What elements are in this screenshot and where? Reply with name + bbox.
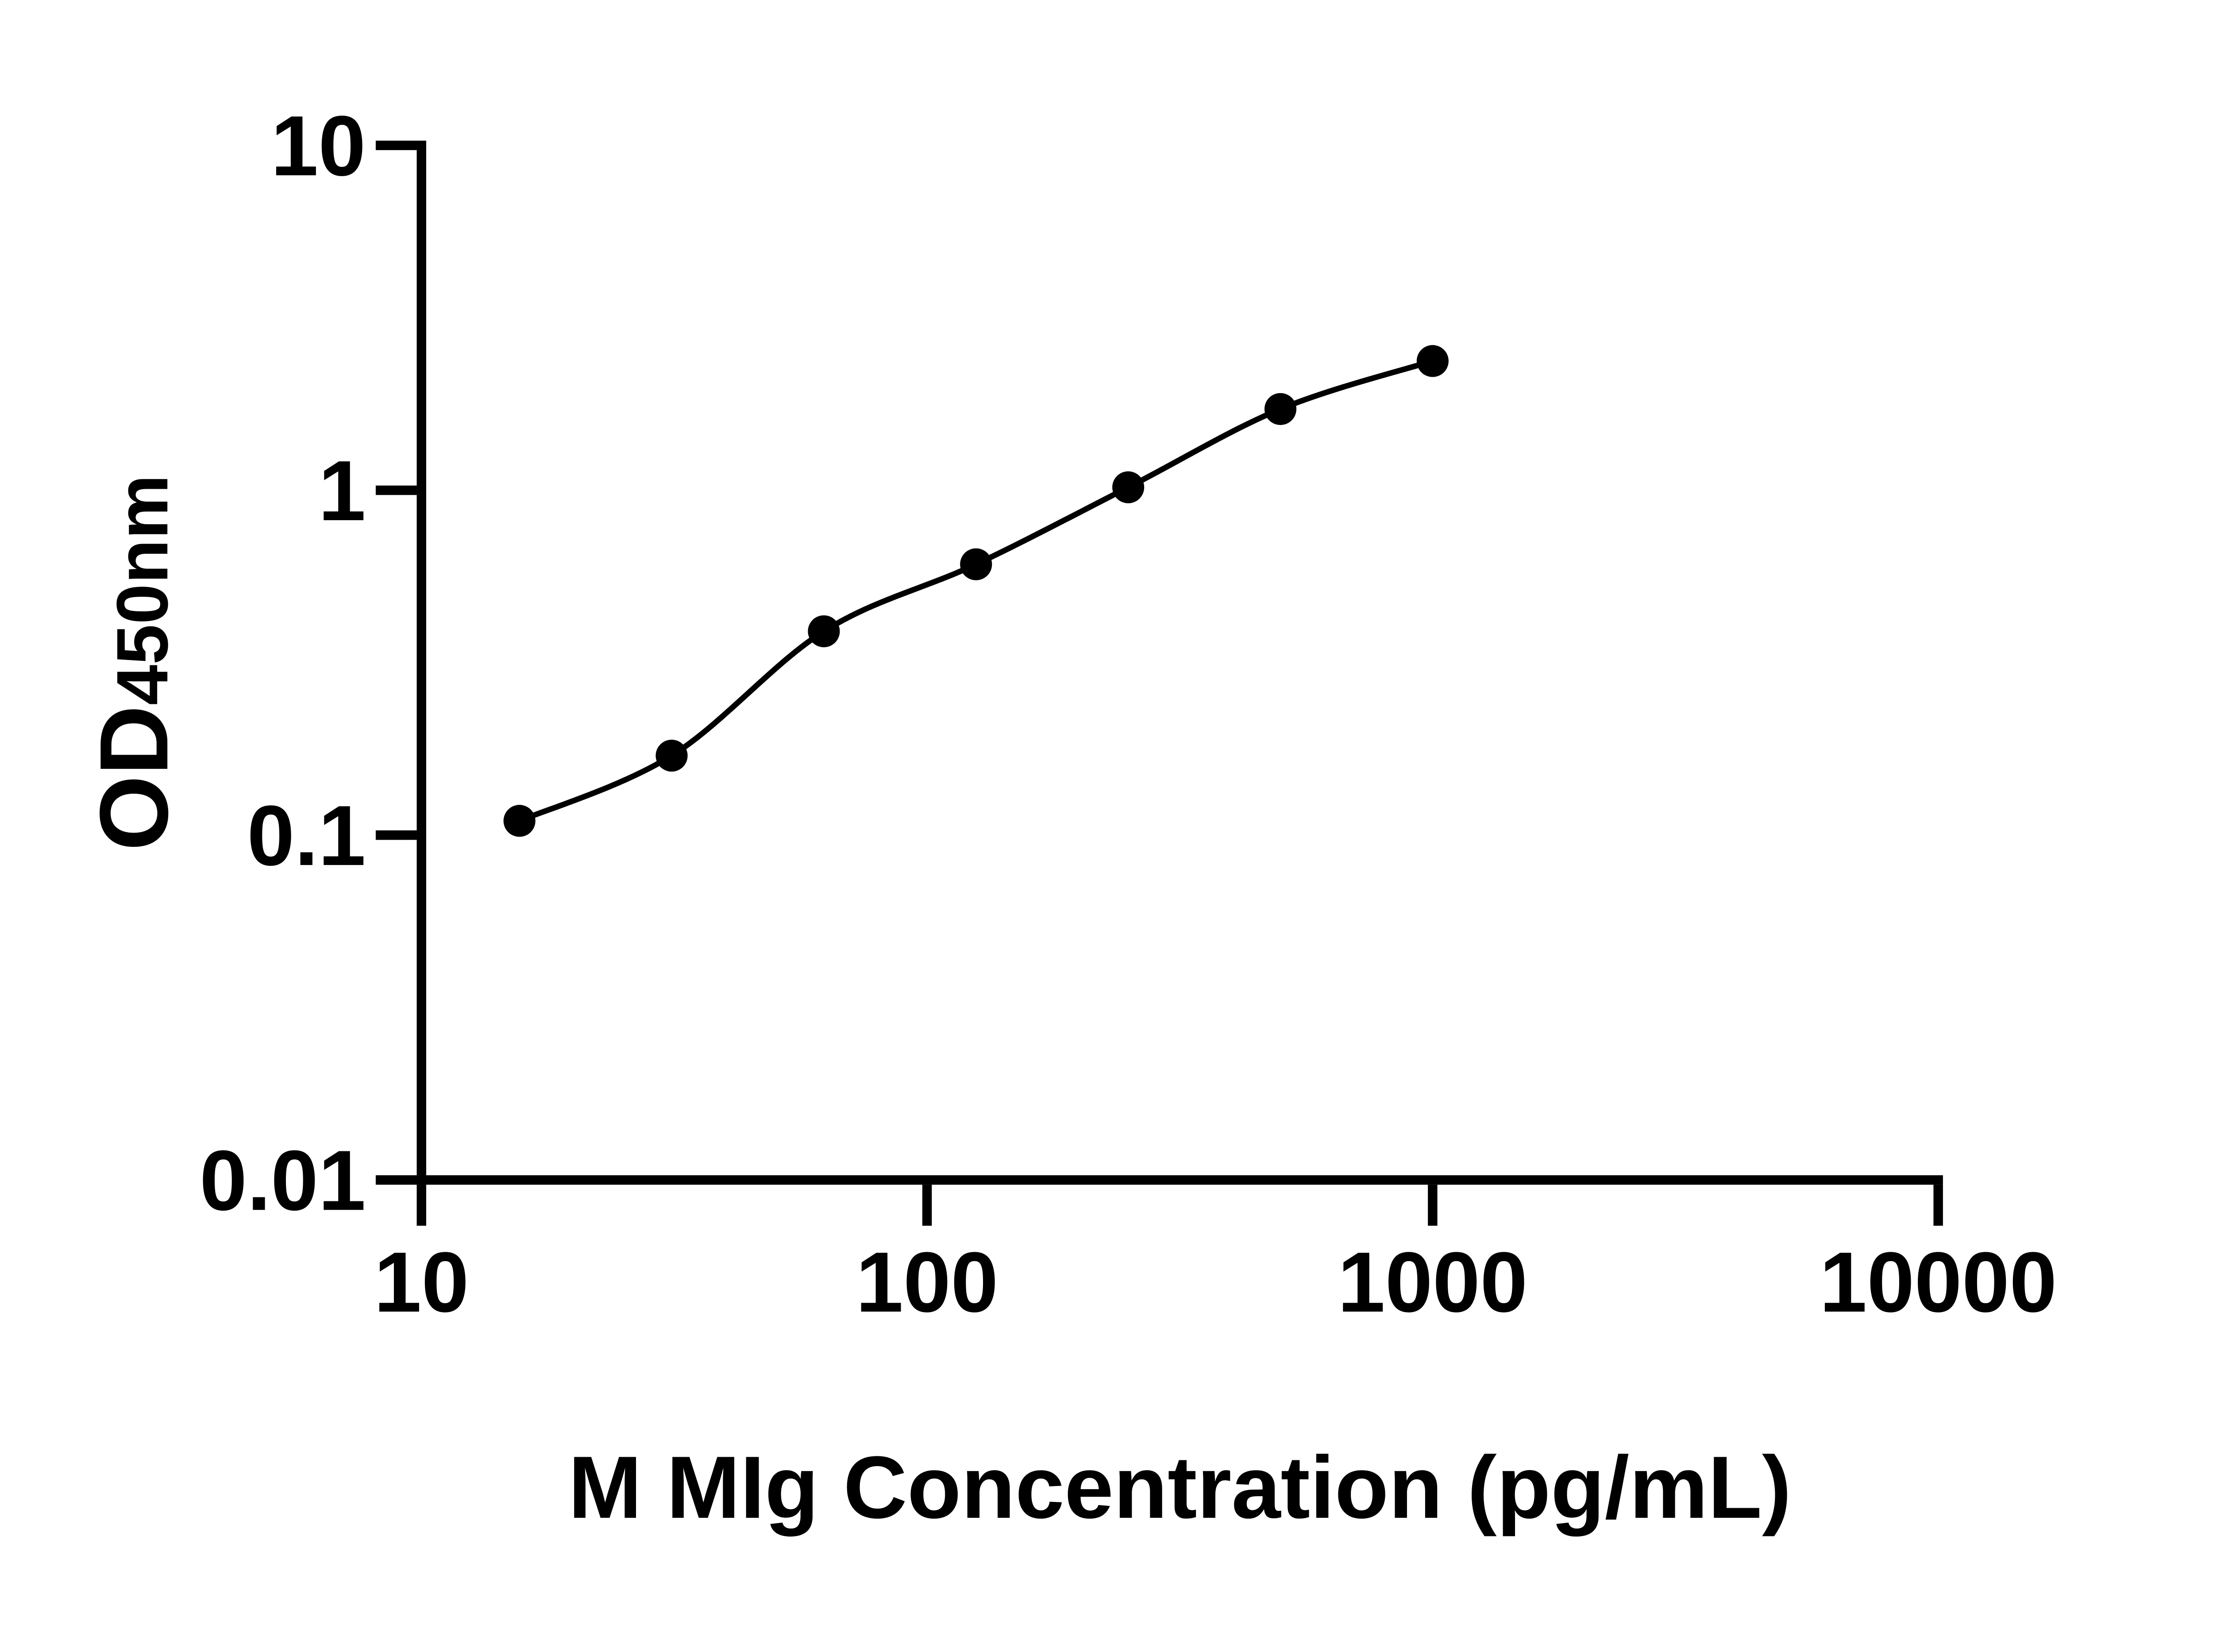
data-point bbox=[808, 615, 840, 648]
x-axis-title: M MIg Concentration (pg/mL) bbox=[568, 1438, 1792, 1537]
axes bbox=[416, 140, 1943, 1185]
data-points bbox=[503, 345, 1449, 837]
y-tick-label: 0.1 bbox=[247, 787, 366, 883]
y-tick-label: 10 bbox=[271, 98, 366, 193]
axis-ticks bbox=[375, 140, 1943, 1226]
data-point bbox=[1416, 345, 1449, 377]
x-tick-label: 10000 bbox=[1820, 1234, 2057, 1330]
x-tick-label: 100 bbox=[856, 1234, 999, 1330]
y-tick-label: 1 bbox=[318, 443, 366, 538]
data-point bbox=[960, 548, 992, 580]
data-point bbox=[655, 740, 688, 772]
data-point bbox=[1112, 471, 1145, 503]
elisa-standard-curve-figure: 10 1 0.1 0.01 10 100 1000 10000 M MIg Concentra… bbox=[79, 98, 2057, 1537]
y-axis-title-main: OD bbox=[79, 705, 188, 851]
data-point bbox=[503, 805, 536, 837]
y-axis-title-subscript: 450nm bbox=[101, 475, 183, 706]
data-point bbox=[1264, 393, 1297, 425]
y-tick-label: 0.01 bbox=[200, 1132, 366, 1228]
x-tick-label: 1000 bbox=[1338, 1234, 1527, 1330]
x-tick-label: 10 bbox=[374, 1234, 469, 1330]
y-axis-title: OD450nm bbox=[79, 143, 188, 1183]
